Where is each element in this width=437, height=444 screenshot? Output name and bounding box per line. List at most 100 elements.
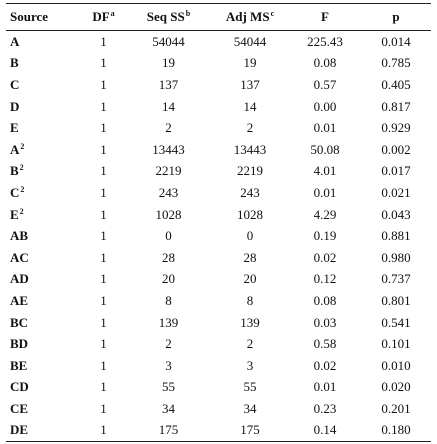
value-cell: 0 (246, 228, 254, 244)
value-cell: 0.03 (313, 314, 337, 330)
value-cell: 8 (246, 292, 254, 308)
value-cell: 4.01 (313, 163, 337, 179)
source-text: AB (10, 228, 29, 244)
value-cell: 139 (240, 314, 260, 330)
table-row: AD 1 20 20 0.12 0.737 (6, 269, 431, 291)
value-cell: 0.010 (381, 357, 411, 373)
value-cell: 0.541 (381, 314, 411, 330)
source-text: CD (10, 379, 29, 395)
table-row: E2 1 1028 1028 4.29 0.043 (6, 204, 431, 226)
source-exponent: 2 (20, 184, 25, 194)
value-cell: 34 (162, 400, 175, 416)
table-row: D 1 14 14 0.00 0.817 (6, 96, 431, 118)
table-row: C2 1 243 243 0.01 0.021 (6, 182, 431, 204)
value-cell: 1 (100, 336, 107, 352)
value-cell: 0.00 (313, 98, 337, 114)
header-text: p (392, 9, 400, 24)
value-cell: 0.201 (381, 400, 411, 416)
value-cell: 0.19 (313, 228, 337, 244)
value-cell: 2 (246, 336, 254, 352)
value-cell: 14 (162, 98, 175, 114)
value-cell: 1 (100, 184, 107, 200)
value-cell: 55 (162, 379, 175, 395)
table-row: CD 1 55 55 0.01 0.020 (6, 377, 431, 399)
value-cell: 0.101 (381, 336, 411, 352)
value-cell: 0.737 (381, 271, 411, 287)
value-cell: 0.58 (313, 336, 337, 352)
value-cell: 55 (243, 379, 257, 395)
value-cell: 0.801 (381, 292, 411, 308)
value-cell: 1 (100, 249, 107, 265)
value-cell: 1 (100, 271, 107, 287)
value-cell: 0.405 (381, 76, 411, 92)
value-cell: 1 (100, 379, 107, 395)
value-cell: 0.785 (381, 55, 411, 71)
header-footnote: c (270, 9, 275, 18)
value-cell: 19 (243, 55, 257, 71)
source-text: E (10, 206, 19, 222)
value-cell: 1 (100, 55, 107, 71)
header-text: F (321, 9, 329, 24)
value-cell: 0.08 (313, 292, 337, 308)
value-cell: 0.180 (361, 419, 431, 443)
source-cell: C2 (6, 182, 81, 204)
source-cell: BD (6, 333, 81, 355)
value-cell: 0.980 (381, 249, 411, 265)
value-cell: 8 (165, 292, 172, 308)
source-cell: D (6, 96, 81, 118)
header-text: DF (92, 9, 110, 24)
source-exponent: 2 (19, 163, 24, 173)
value-cell: 1028 (237, 206, 263, 222)
value-cell: 2 (165, 336, 172, 352)
table-row: BC 1 139 139 0.03 0.541 (6, 312, 431, 334)
table-row: B2 1 2219 2219 4.01 0.017 (6, 161, 431, 183)
source-cell: A (6, 31, 81, 53)
table-row: B 1 19 19 0.08 0.785 (6, 53, 431, 75)
value-cell: 0.043 (381, 206, 411, 222)
source-text: E (10, 120, 19, 136)
table-row: DE 1 175 175 0.14 0.180 (6, 419, 431, 443)
value-cell: 0.12 (313, 271, 337, 287)
source-text: BD (10, 336, 29, 352)
value-cell: 50.08 (310, 141, 340, 157)
source-exponent: 2 (20, 141, 25, 151)
source-cell: B (6, 53, 81, 75)
table-row: E 1 2 2 0.01 0.929 (6, 117, 431, 139)
value-cell: 0 (165, 228, 172, 244)
value-cell: 139 (158, 314, 179, 330)
header-footnote: b (185, 9, 191, 18)
source-text: A (10, 33, 20, 49)
value-cell: 28 (162, 249, 175, 265)
value-cell: 1 (100, 141, 107, 157)
header-cell: Seq SSb (126, 3, 211, 31)
source-cell: AD (6, 269, 81, 291)
source-cell: AB (6, 225, 81, 247)
value-cell: 13443 (152, 141, 185, 157)
table-row: BE 1 3 3 0.02 0.010 (6, 355, 431, 377)
value-cell: 0.01 (313, 379, 337, 395)
source-text: A (10, 141, 20, 157)
source-text: C (10, 184, 20, 200)
value-cell: 1 (100, 33, 107, 49)
value-cell: 1 (100, 163, 107, 179)
value-cell: 1 (81, 419, 126, 443)
table-row: CE 1 34 34 0.23 0.201 (6, 398, 431, 420)
source-cell: AC (6, 247, 81, 269)
header-cell: p (361, 3, 431, 31)
value-cell: 2 (165, 120, 172, 136)
table-row: A 1 54044 54044 225.43 0.014 (6, 31, 431, 53)
table-row: A2 1 13443 13443 50.08 0.002 (6, 139, 431, 161)
value-cell: 0.08 (313, 55, 337, 71)
value-cell: 1 (100, 228, 107, 244)
source-text: AE (10, 292, 29, 308)
source-text: B (10, 163, 19, 179)
source-text: AC (10, 249, 29, 265)
value-cell: 34 (243, 400, 257, 416)
source-cell: DE (6, 419, 81, 443)
value-cell: 243 (158, 184, 179, 200)
source-cell: BE (6, 355, 81, 377)
value-cell: 14 (243, 98, 257, 114)
value-cell: 3 (165, 357, 172, 373)
